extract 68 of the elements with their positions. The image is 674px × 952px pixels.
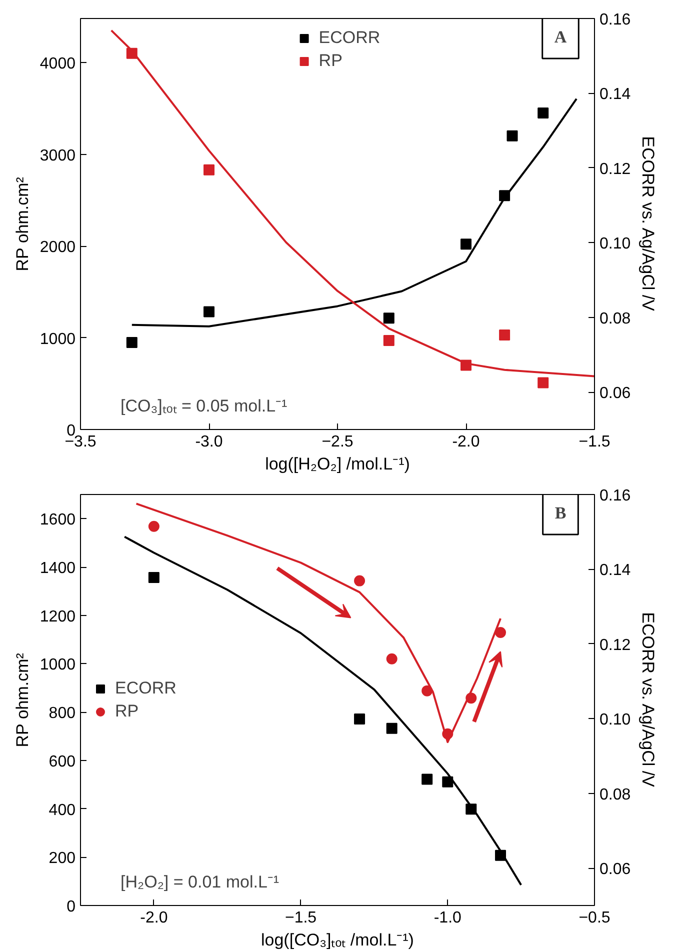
point <box>204 306 214 318</box>
point <box>383 312 394 324</box>
point <box>442 776 454 788</box>
y-tick-label: 4000 <box>40 56 76 73</box>
point <box>383 335 394 346</box>
annotation: [H₂O₂] = 0.01 mol.L⁻¹ <box>120 872 280 892</box>
y-axis-title: RP ohm.cm² <box>12 176 32 272</box>
x-tick-label: -2.0 <box>452 434 480 450</box>
x-tick-label: −1.5 <box>578 434 610 450</box>
legend-label: RP <box>115 701 139 721</box>
point <box>538 108 549 119</box>
y-tick-label: 2000 <box>40 239 76 256</box>
y2-tick-label: 0.10 <box>600 236 631 253</box>
y-tick-label: 800 <box>48 705 76 722</box>
y2-tick-label: 0.08 <box>600 786 631 804</box>
x-axis-title: log([H₂O₂] /mol.L⁻¹) <box>265 454 410 474</box>
point <box>148 572 160 583</box>
y-tick-label: 0 <box>66 898 76 916</box>
y2-tick-label: 0.08 <box>600 310 631 328</box>
point <box>354 714 366 725</box>
x-tick-label: −0.5 <box>578 910 610 926</box>
point <box>126 336 138 348</box>
x-tick-label: −2.5 <box>322 434 354 450</box>
point <box>499 330 510 341</box>
y-tick-label: 3000 <box>40 147 76 164</box>
point <box>422 774 433 785</box>
point <box>460 238 472 250</box>
y2-tick-label: 0.16 <box>600 12 631 28</box>
y-tick-label: 600 <box>48 753 76 770</box>
x-tick-label: -2.0 <box>140 910 168 926</box>
y-tick-label: 400 <box>48 802 76 819</box>
legend-label: ECORR <box>115 678 176 698</box>
y2-tick-label: 0.06 <box>600 861 631 878</box>
y-tick-label: 1000 <box>40 330 76 348</box>
y-tick-label: 1000 <box>40 656 76 674</box>
y-tick-label: 1600 <box>40 512 76 529</box>
point <box>148 520 160 532</box>
point <box>354 575 366 586</box>
y2-tick-label: 0.14 <box>600 562 631 580</box>
y-axis-title: RP ohm.cm² <box>12 652 32 748</box>
x-axis-title: log([CO₃]ₜₒₜ /mol.L⁻¹) <box>261 930 414 950</box>
annotation: A <box>554 28 568 46</box>
x-tick-label: −1.5 <box>284 910 317 926</box>
x-tick-label: -3.0 <box>195 434 223 450</box>
point <box>538 377 549 388</box>
point <box>204 164 214 176</box>
y2-tick-label: 0.12 <box>600 636 631 654</box>
y-tick-label: 200 <box>48 850 76 868</box>
line-series <box>110 29 594 378</box>
y-tick-label: 1200 <box>40 608 76 626</box>
annotation: B <box>554 504 566 522</box>
y2-tick-label: 0.14 <box>600 86 631 104</box>
y2-axis-title: ECORR vs. Ag/AgCl /V <box>638 136 658 312</box>
legend-label: ECORR <box>318 28 380 48</box>
y2-tick-label: 0.16 <box>600 488 631 504</box>
y-tick-label: 1400 <box>40 560 76 578</box>
x-tick-label: -1.0 <box>434 910 462 926</box>
y2-axis-title: ECORR vs. Ag/AgCl /V <box>638 612 658 788</box>
point <box>506 130 518 142</box>
annotation: [CO₃]ₜₒₜ = 0.05 mol.L⁻¹ <box>120 396 288 416</box>
point <box>386 722 398 734</box>
y2-tick-label: 0.06 <box>600 385 631 402</box>
legend-label: RP <box>318 51 342 71</box>
point <box>495 627 506 638</box>
y2-tick-label: 0.10 <box>600 712 631 729</box>
point <box>386 653 398 664</box>
y2-tick-label: 0.12 <box>600 160 631 178</box>
line-series <box>130 98 578 328</box>
